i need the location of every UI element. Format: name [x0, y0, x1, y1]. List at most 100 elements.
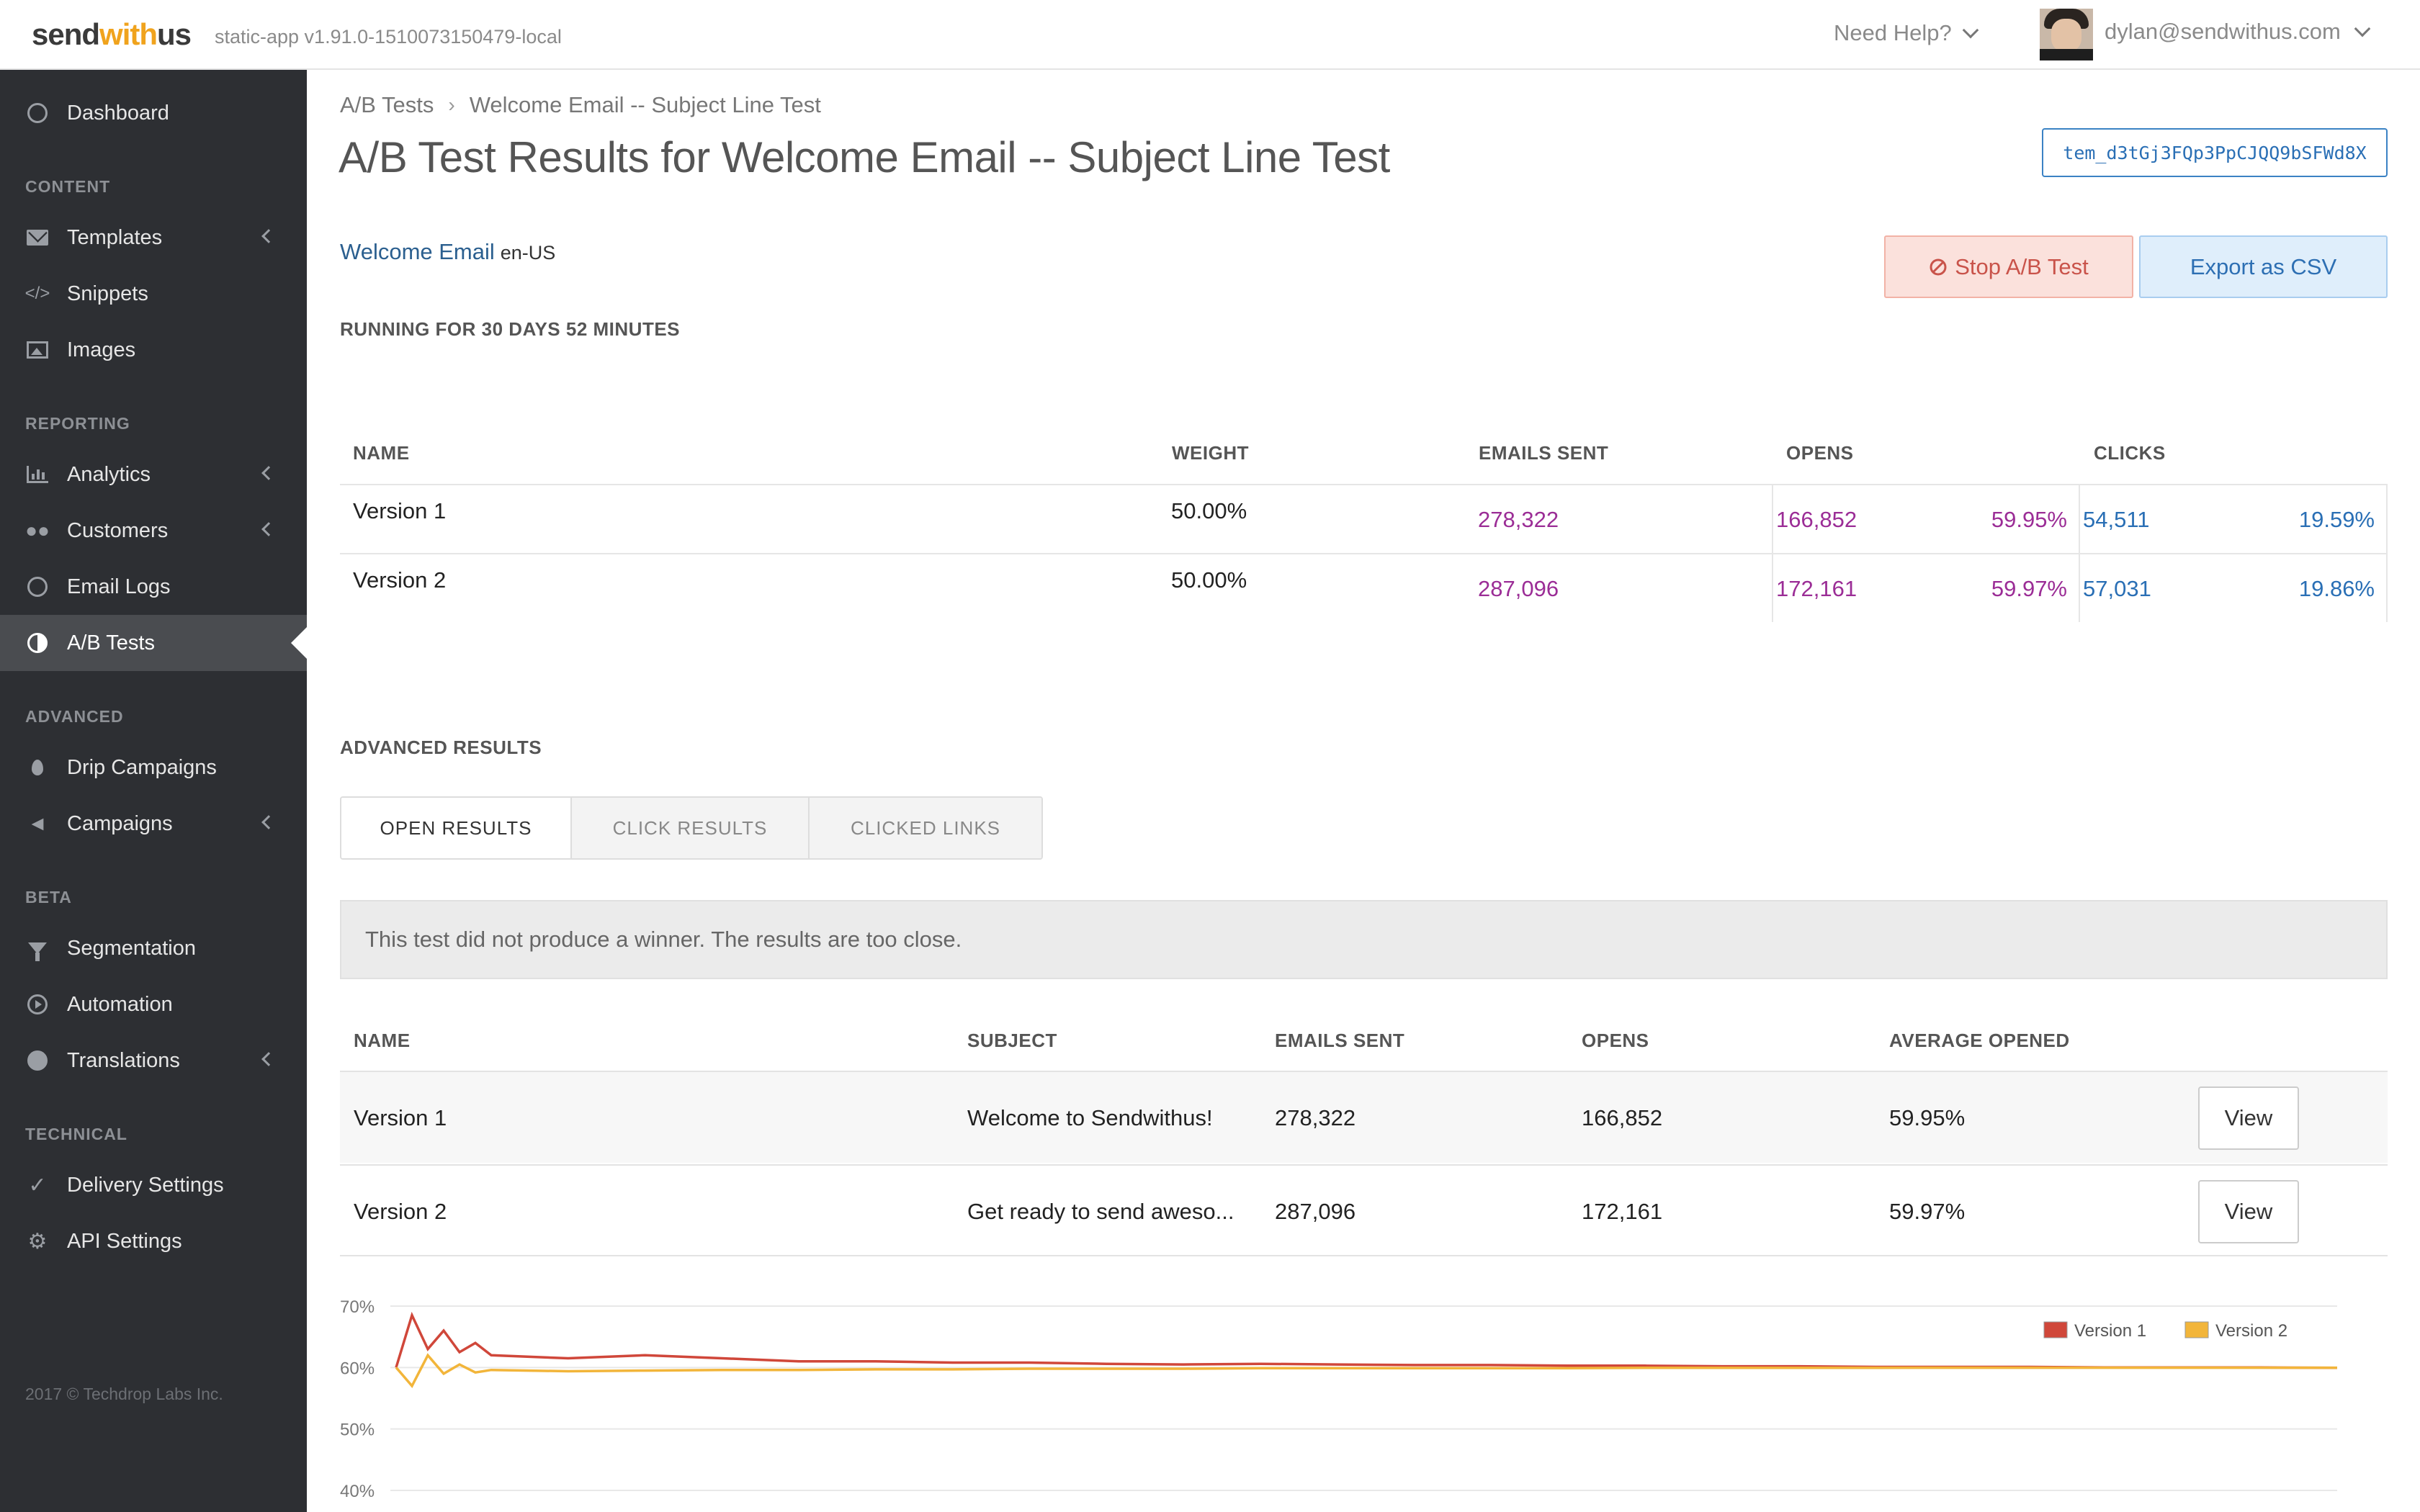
column-header: OPENS: [1582, 1030, 1649, 1051]
emails-sent-value: 278,322: [1478, 507, 1559, 532]
chevron-left-icon: [261, 1052, 276, 1066]
column-header: CLICKS: [2094, 442, 2166, 464]
image-icon: [26, 341, 49, 359]
legend-swatch: [2043, 1321, 2068, 1338]
clock-icon: [26, 577, 49, 597]
column-header: SUBJECT: [967, 1030, 1057, 1051]
sidebar-item-ab-tests[interactable]: A/B Tests: [0, 615, 307, 671]
sidebar-item-label: Images: [67, 338, 136, 361]
sidebar-item-campaigns[interactable]: ◄ Campaigns: [0, 796, 307, 852]
running-duration: RUNNING FOR 30 DAYS 52 MINUTES: [340, 318, 681, 340]
need-help-dropdown[interactable]: Need Help?: [1834, 20, 1979, 46]
play-circle-icon: [26, 994, 49, 1014]
ban-icon: [1930, 258, 1947, 275]
column-divider: [2386, 484, 2388, 622]
column-header: EMAILS SENT: [1275, 1030, 1405, 1051]
chevron-left-icon: [261, 229, 276, 243]
opens-value: 172,161: [1776, 576, 1857, 601]
sidebar-item-analytics[interactable]: Analytics: [0, 446, 307, 503]
subject-line: Welcome to Sendwithus!: [967, 1105, 1213, 1130]
sidebar-section-content: CONTENT: [25, 177, 111, 196]
column-header: EMAILS SENT: [1479, 442, 1609, 464]
sidebar-section-technical: TECHNICAL: [25, 1125, 127, 1143]
view-button[interactable]: View: [2198, 1086, 2299, 1150]
bar-chart-icon: [26, 466, 49, 483]
column-header: NAME: [353, 442, 410, 464]
sidebar-section-advanced: ADVANCED: [25, 707, 124, 726]
opens-value: 166,852: [1776, 507, 1857, 532]
locale-label: en-US: [500, 242, 556, 264]
globe-icon: [26, 1050, 49, 1071]
sidebar-item-label: Translations: [67, 1048, 180, 1072]
sidebar: Dashboard CONTENT Templates </> Snippets…: [0, 70, 307, 1512]
clicks-value: 54,511: [2083, 507, 2150, 532]
user-email: dylan@sendwithus.com: [2105, 19, 2341, 44]
legend-label: Version 1: [2074, 1321, 2146, 1341]
template-link-row: Welcome Email en-US: [340, 239, 555, 265]
filter-icon: [26, 942, 49, 961]
series-line-version-2: [395, 1353, 2337, 1389]
sidebar-item-drip-campaigns[interactable]: Drip Campaigns: [0, 739, 307, 796]
sidebar-item-api-settings[interactable]: ⚙ API Settings: [0, 1213, 307, 1269]
tab-click-results[interactable]: CLICK RESULTS: [572, 798, 810, 858]
template-id-badge[interactable]: tem_d3tGj3FQp3PpCJQQ9bSFWd8X: [2042, 128, 2388, 177]
sidebar-item-translations[interactable]: Translations: [0, 1032, 307, 1089]
column-header: WEIGHT: [1172, 442, 1249, 464]
sidebar-item-dashboard[interactable]: Dashboard: [0, 85, 307, 141]
sidebar-item-segmentation[interactable]: Segmentation: [0, 920, 307, 976]
sidebar-item-email-logs[interactable]: Email Logs: [0, 559, 307, 615]
users-icon: ●●: [25, 519, 50, 541]
average-opened-value: 59.95%: [1889, 1105, 1966, 1130]
sidebar-item-label: Campaigns: [67, 811, 173, 835]
sidebar-item-label: Automation: [67, 992, 173, 1016]
app-version: static-app v1.91.0-1510073150479-local: [215, 26, 562, 48]
open-rate-value: 59.95%: [1991, 507, 2067, 532]
sidebar-item-templates[interactable]: Templates: [0, 210, 307, 266]
view-button[interactable]: View: [2198, 1180, 2299, 1243]
emails-sent-value: 287,096: [1478, 576, 1559, 601]
code-icon: </>: [24, 284, 50, 303]
page-title: A/B Test Results for Welcome Email -- Su…: [339, 133, 1390, 181]
template-link[interactable]: Welcome Email: [340, 239, 495, 264]
tab-open-results[interactable]: OPEN RESULTS: [341, 798, 572, 858]
table-row: Version 2 Get ready to send aweso... 287…: [340, 1164, 2388, 1256]
y-tick-label: 70%: [340, 1297, 375, 1317]
weight-value: 50.00%: [1171, 567, 1247, 593]
sidebar-item-label: Delivery Settings: [67, 1173, 224, 1197]
click-rate-value: 19.86%: [2298, 576, 2375, 601]
user-menu[interactable]: dylan@sendwithus.com: [2105, 19, 2371, 45]
sendwithus-logo[interactable]: sendwithus: [32, 17, 192, 51]
open-rate-chart: 70% 60% 50% 40% Version 1 Version 2: [340, 1297, 2338, 1501]
breadcrumb-current: Welcome Email -- Subject Line Test: [469, 92, 821, 117]
breadcrumb-parent[interactable]: A/B Tests: [340, 92, 434, 117]
sidebar-item-snippets[interactable]: </> Snippets: [0, 266, 307, 322]
stop-ab-test-button[interactable]: Stop A/B Test: [1884, 235, 2133, 298]
sidebar-item-label: Segmentation: [67, 936, 196, 960]
sidebar-item-delivery-settings[interactable]: ✓ Delivery Settings: [0, 1157, 307, 1213]
advanced-results-heading: ADVANCED RESULTS: [340, 737, 542, 758]
droplet-icon: [26, 760, 49, 775]
chevron-down-icon: [1962, 22, 1979, 39]
clicks-value: 57,031: [2083, 576, 2151, 601]
column-divider: [1772, 484, 1773, 622]
sidebar-item-automation[interactable]: Automation: [0, 976, 307, 1032]
column-divider: [2079, 484, 2080, 622]
table-row: Version 2 50.00% 287,096 172,161 59.97% …: [340, 553, 2388, 622]
sidebar-item-images[interactable]: Images: [0, 322, 307, 378]
dashboard-icon: [26, 103, 49, 123]
copyright: 2017 © Techdrop Labs Inc.: [25, 1385, 223, 1403]
version-name: Version 2: [354, 1199, 447, 1224]
sidebar-item-label: A/B Tests: [67, 631, 155, 654]
export-csv-button[interactable]: Export as CSV: [2139, 235, 2388, 298]
chevron-left-icon: [261, 522, 276, 536]
version-name: Version 1: [353, 498, 447, 523]
chevron-left-icon: [261, 815, 276, 829]
version-name: Version 2: [353, 567, 447, 593]
sidebar-item-customers[interactable]: ●● Customers: [0, 503, 307, 559]
subject-line: Get ready to send aweso...: [967, 1199, 1234, 1224]
gears-icon: ⚙: [27, 1229, 48, 1254]
tab-clicked-links[interactable]: CLICKED LINKS: [810, 798, 1041, 858]
legend-swatch: [2184, 1321, 2209, 1338]
avatar[interactable]: [2040, 9, 2093, 60]
weight-value: 50.00%: [1171, 498, 1247, 523]
